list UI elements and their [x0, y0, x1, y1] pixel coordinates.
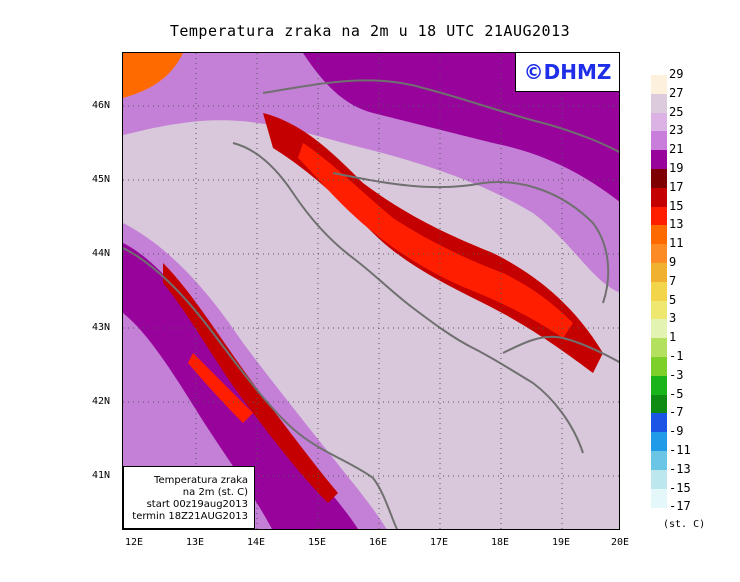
field-alps-warm [123, 53, 183, 98]
colorbar-level-label: -17 [669, 499, 691, 514]
colorbar-swatch [651, 432, 667, 452]
colorbar-level-label: 11 [669, 236, 684, 251]
info-box: Temperatura zraka na 2m (st. C) start 00… [123, 466, 255, 529]
colorbar-level-label: -3 [669, 367, 684, 382]
x-tick-label: 12E [124, 537, 144, 548]
colorbar-swatch [651, 357, 667, 376]
balkan-border [502, 335, 619, 364]
y-tick-label: 45N [92, 174, 111, 185]
y-tick-label: 46N [92, 100, 111, 111]
colorbar-level-label: 9 [669, 255, 677, 269]
colorbar-level-label: 3 [669, 311, 677, 326]
colorbar-swatch [651, 150, 667, 170]
colorbar-level-label: -9 [669, 424, 684, 439]
colorbar-swatch [651, 93, 667, 113]
y-tick-label: 41N [92, 470, 111, 481]
colorbar-swatch [651, 263, 667, 282]
map-title: Temperatura zraka na 2m u 18 UTC 21AUG20… [169, 22, 571, 40]
colorbar-swatch [651, 488, 667, 508]
colorbar-level-label: -11 [669, 443, 691, 457]
x-tick-label: 18E [490, 537, 510, 548]
colorbar [651, 75, 667, 508]
y-tick-label: 43N [92, 322, 111, 333]
colorbar-level-label: 1 [669, 330, 677, 345]
colorbar-swatch [651, 413, 667, 433]
info-line-2: na 2m (st. C) [182, 487, 248, 498]
colorbar-level-label: 29 [669, 67, 684, 81]
colorbar-level-label: 25 [669, 104, 684, 119]
y-tick-label: 44N [92, 248, 111, 259]
y-tick-label: 42N [92, 396, 111, 407]
colorbar-level-label: -1 [669, 349, 684, 363]
field-dinaric-hot [298, 143, 573, 338]
colorbar-level-label: -13 [669, 461, 691, 476]
colorbar-level-label: -5 [669, 386, 684, 401]
colorbar-level-label: 7 [669, 273, 677, 288]
x-tick-label: 14E [246, 537, 266, 548]
colorbar-swatch [651, 75, 667, 94]
colorbar-level-label: 15 [669, 198, 684, 213]
colorbar-swatch [651, 300, 667, 320]
x-tick-label: 19E [551, 537, 571, 548]
colorbar-swatch [651, 469, 667, 489]
colorbar-swatch [651, 375, 667, 395]
bosnia-border [332, 172, 610, 304]
x-tick-label: 15E [307, 537, 327, 548]
colorbar-level-label: 19 [669, 161, 684, 175]
coastlines [123, 79, 619, 529]
colorbar-swatch [651, 244, 667, 264]
italy-coast [123, 247, 399, 529]
colorbar-swatch [651, 225, 667, 245]
colorbar-level-label: 17 [669, 179, 684, 194]
colorbar-swatch [651, 206, 667, 226]
colorbar-level-label: 27 [669, 85, 684, 100]
colorbar-level-label: 21 [669, 142, 684, 157]
units-label: (st. C) [663, 519, 706, 530]
gridlines [123, 53, 619, 529]
colorbar-swatch [651, 338, 667, 358]
colorbar-level-label: 13 [669, 217, 684, 232]
croatia-coast [232, 142, 584, 454]
x-tick-label: 16E [368, 537, 388, 548]
colorbar-swatch [651, 169, 667, 188]
colorbar-level-label: -7 [669, 405, 684, 420]
x-tick-label: 20E [610, 537, 630, 548]
colorbar-level-label: 5 [669, 292, 677, 307]
x-tick-label: 17E [429, 537, 449, 548]
temperature-map [122, 52, 620, 530]
dhmz-watermark: ©DHMZ [515, 52, 620, 92]
colorbar-swatch [651, 131, 667, 151]
field-adriatic [183, 213, 553, 529]
colorbar-swatch [651, 187, 667, 207]
colorbar-swatch [651, 281, 667, 301]
colorbar-swatch [651, 394, 667, 414]
field-italy-hot [188, 353, 253, 423]
inland-border [262, 79, 619, 154]
colorbar-level-label: 23 [669, 123, 684, 138]
info-line-3: start 00z19aug2013 [146, 499, 248, 510]
colorbar-swatch [651, 112, 667, 132]
x-tick-label: 13E [185, 537, 205, 548]
colorbar-level-label: -15 [669, 480, 691, 495]
temperature-field [123, 53, 619, 529]
colorbar-swatch [651, 451, 667, 470]
info-line-4: termin 18Z21AUG2013 [132, 511, 248, 522]
info-line-1: Temperatura zraka [154, 475, 248, 486]
colorbar-swatch [651, 319, 667, 339]
